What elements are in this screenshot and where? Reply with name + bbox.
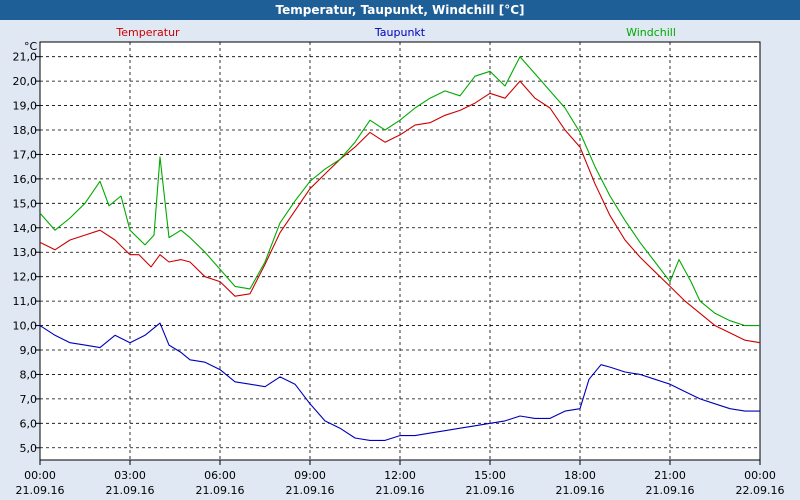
y-tick-label: 17,0 <box>13 148 38 161</box>
x-tick-date: 21.09.16 <box>466 484 515 497</box>
y-tick-label: 5,0 <box>20 442 38 455</box>
x-tick-time: 03:00 <box>114 469 146 482</box>
legend-temperatur: Temperatur <box>115 26 180 39</box>
x-tick-date: 22.09.16 <box>736 484 785 497</box>
y-tick-label: 10,0 <box>13 320 38 333</box>
y-tick-label: 8,0 <box>20 368 38 381</box>
y-tick-label: 19,0 <box>13 100 38 113</box>
x-tick-date: 21.09.16 <box>286 484 335 497</box>
y-tick-label: 6,0 <box>20 417 38 430</box>
temperature-chart: 5,0 6,0 7,0 8,0 9,0 10,0 11,0 12,0 13,0 14,0 15,0 1… <box>0 20 800 500</box>
y-tick-label: 14,0 <box>13 222 38 235</box>
x-tick-time: 15:00 <box>474 469 506 482</box>
x-tick-date: 21.09.16 <box>556 484 605 497</box>
x-axis: 00:00 21.09.16 03:00 21.09.16 06:00 21.09.16 0… <box>16 460 785 497</box>
y-tick-label: 15,0 <box>13 197 38 210</box>
y-tick-label: 18,0 <box>13 124 38 137</box>
series-line-taupunkt <box>39 322 760 441</box>
y-tick-label: 9,0 <box>20 344 38 357</box>
x-tick-time: 00:00 <box>744 469 776 482</box>
x-tick-date: 21.09.16 <box>16 484 65 497</box>
x-tick-date: 21.09.16 <box>106 484 155 497</box>
legend-windchill: Windchill <box>626 26 676 39</box>
y-tick-label: 12,0 <box>13 271 38 284</box>
y-tick-label: 13,0 <box>13 246 38 259</box>
window-title: Temperatur, Taupunkt, Windchill [°C] <box>0 0 800 20</box>
legend-taupunkt: Taupunkt <box>374 26 426 39</box>
x-tick-time: 06:00 <box>204 469 236 482</box>
x-tick-time: 21:00 <box>654 469 686 482</box>
x-tick-date: 21.09.16 <box>376 484 425 497</box>
y-tick-label: 7,0 <box>20 393 38 406</box>
x-tick-time: 18:00 <box>564 469 596 482</box>
series-lines <box>39 56 761 441</box>
y-axis-label: °C <box>24 40 38 53</box>
x-tick-date: 21.09.16 <box>196 484 245 497</box>
x-tick-time: 00:00 <box>24 469 56 482</box>
y-axis: 5,0 6,0 7,0 8,0 9,0 10,0 11,0 12,0 13,0 14,0 15,0 1… <box>13 51 40 455</box>
y-tick-label: 11,0 <box>13 295 38 308</box>
x-tick-time: 09:00 <box>294 469 326 482</box>
y-tick-label: 16,0 <box>13 173 38 186</box>
series-line-windchill <box>39 56 760 327</box>
y-tick-label: 21,0 <box>13 51 38 64</box>
y-tick-label: 20,0 <box>13 75 38 88</box>
series-line-temperatur <box>39 80 761 344</box>
x-tick-time: 12:00 <box>384 469 416 482</box>
x-tick-date: 21.09.16 <box>646 484 695 497</box>
